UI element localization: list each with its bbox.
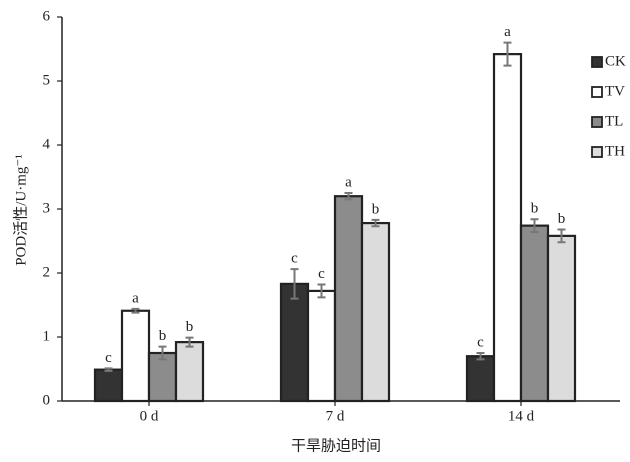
bar	[174, 341, 205, 403]
significance-label: c	[105, 350, 112, 366]
error-bar	[371, 218, 380, 228]
y-axis-label: POD活性/U·mg⁻¹	[12, 154, 29, 266]
legend-label: TV	[605, 83, 625, 99]
bar	[333, 195, 364, 403]
bar	[120, 309, 151, 403]
x-tick-label: 14 d	[508, 408, 535, 424]
bar	[279, 282, 310, 403]
significance-label: c	[291, 251, 298, 267]
error-bar	[344, 192, 353, 201]
legend-label: TH	[605, 143, 625, 159]
error-bar	[185, 336, 194, 348]
y-tick-label: 4	[43, 136, 51, 152]
error-bar	[104, 367, 113, 372]
legend-swatch	[591, 116, 603, 128]
x-tick-label: 0 d	[140, 408, 159, 424]
significance-label: b	[372, 201, 380, 217]
significance-label: c	[477, 334, 484, 350]
significance-label: b	[159, 328, 167, 344]
bar	[519, 224, 550, 403]
error-bar	[476, 352, 485, 361]
significance-label: b	[186, 319, 194, 335]
y-tick-label: 0	[43, 392, 51, 408]
error-bar	[503, 41, 512, 67]
error-bar	[317, 283, 326, 299]
y-tick-label: 3	[43, 200, 51, 216]
legend-swatch	[591, 146, 603, 158]
y-tick-label: 5	[43, 72, 51, 88]
legend-label: TL	[605, 113, 623, 129]
y-tick-label: 2	[43, 264, 51, 280]
bar	[546, 234, 577, 403]
y-tick-label: 1	[43, 328, 51, 344]
error-bar	[158, 345, 167, 361]
legend-swatch	[591, 56, 603, 68]
x-tick-label: 7 d	[326, 408, 345, 424]
bar	[492, 53, 523, 403]
bar	[93, 368, 124, 403]
x-axis-label: 干旱胁迫时间	[291, 437, 381, 454]
bar	[465, 355, 496, 403]
bar	[306, 289, 337, 403]
error-bar	[557, 228, 566, 244]
significance-label: c	[318, 266, 325, 282]
significance-label: b	[531, 201, 539, 217]
bar	[360, 221, 391, 403]
significance-label: a	[504, 24, 511, 40]
legend-label: CK	[605, 53, 626, 69]
significance-label: b	[558, 211, 566, 227]
error-bar	[131, 307, 140, 314]
legend-swatch	[591, 86, 603, 98]
error-bar	[530, 218, 539, 234]
y-tick-label: 6	[43, 8, 51, 24]
significance-label: a	[345, 174, 352, 190]
significance-label: a	[132, 290, 139, 306]
error-bar	[290, 268, 299, 300]
